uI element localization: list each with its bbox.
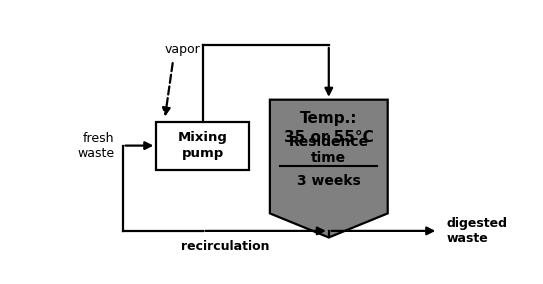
Text: vapor: vapor bbox=[165, 43, 200, 56]
Bar bbox=[156, 122, 249, 170]
Polygon shape bbox=[270, 100, 388, 237]
Text: digested
waste: digested waste bbox=[446, 217, 508, 245]
Text: Mixing
pump: Mixing pump bbox=[178, 131, 228, 160]
Text: Residence
time: Residence time bbox=[289, 135, 369, 166]
Text: fresh
waste: fresh waste bbox=[77, 131, 114, 160]
Text: Temp.:
35 or 55°C: Temp.: 35 or 55°C bbox=[284, 111, 374, 145]
Text: recirculation: recirculation bbox=[181, 240, 270, 253]
Text: 3 weeks: 3 weeks bbox=[297, 174, 361, 188]
